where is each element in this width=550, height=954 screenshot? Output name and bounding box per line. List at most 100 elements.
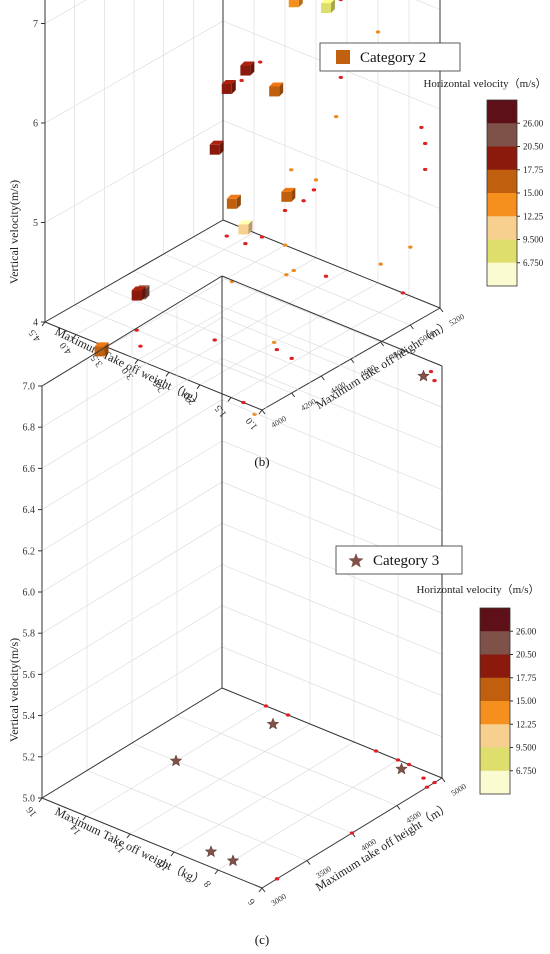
wall-projection bbox=[301, 199, 306, 203]
floor-projection bbox=[284, 273, 289, 277]
axis-edge bbox=[41, 275, 223, 387]
data-point bbox=[320, 3, 331, 14]
wall-projection bbox=[313, 178, 319, 182]
data-point-cube-top bbox=[320, 0, 335, 4]
floor-projection bbox=[212, 338, 217, 342]
data-point bbox=[269, 86, 280, 97]
wall-projection bbox=[375, 30, 381, 34]
colorbar-tick-label: 17.75 bbox=[523, 165, 544, 175]
colorbar-title: Horizontal velocity（m/s） bbox=[416, 583, 539, 596]
z-axis-title: Vertical velocity(m/s) bbox=[7, 180, 21, 284]
x-tick-label: 6 bbox=[246, 896, 258, 907]
y-tick-mark bbox=[441, 777, 446, 783]
wall-projection bbox=[422, 141, 428, 146]
floor-projection bbox=[224, 234, 229, 238]
legend-box bbox=[335, 545, 463, 575]
x-tick-label: 1.5 bbox=[213, 403, 229, 420]
legend: Category 3 bbox=[335, 545, 463, 575]
colorbar-swatch bbox=[480, 631, 510, 655]
wall-projection bbox=[432, 379, 437, 383]
wall-grid-z bbox=[41, 605, 443, 716]
floor-grid-y bbox=[163, 253, 381, 343]
z-tick-label: 7 bbox=[33, 19, 38, 30]
chart-panel-c: 6810121416300035004000450050005.05.25.45… bbox=[7, 275, 540, 908]
colorbar: Horizontal velocity（m/s） 26.00 20.50 17.75 1… bbox=[423, 77, 547, 287]
wall-projection bbox=[239, 78, 244, 83]
y-tick-mark bbox=[409, 324, 414, 330]
axis-edge bbox=[44, 219, 224, 323]
data-point bbox=[238, 224, 249, 235]
y-tick-mark bbox=[439, 307, 444, 313]
floor-grid-y bbox=[104, 287, 322, 377]
y-tick-mark bbox=[306, 860, 311, 865]
colorbar-swatch bbox=[487, 193, 517, 217]
legend: Category 2 bbox=[319, 42, 461, 72]
data-point-cube-top bbox=[238, 220, 253, 225]
data-point bbox=[226, 854, 240, 867]
x-tick-label: 8 bbox=[202, 878, 214, 889]
z-tick-label: 4 bbox=[33, 318, 38, 329]
legend-label: Category 3 bbox=[373, 553, 439, 569]
data-point bbox=[240, 65, 251, 76]
data-point-cube-top bbox=[209, 140, 224, 145]
x-tick-mark bbox=[258, 887, 263, 893]
x-tick-mark bbox=[196, 384, 201, 390]
colorbar-swatch bbox=[487, 169, 517, 194]
wall-projection bbox=[424, 785, 430, 789]
z-tick-label: 6.8 bbox=[23, 423, 36, 434]
wall-projection bbox=[428, 369, 434, 374]
x-tick-label: 1.0 bbox=[244, 415, 260, 432]
colorbar-tick-label: 26.00 bbox=[516, 626, 537, 636]
axis-edge bbox=[41, 687, 223, 799]
data-point bbox=[226, 198, 237, 209]
y-tick-mark bbox=[380, 341, 385, 347]
x-axis-title: Maximum Take off weight（kg） bbox=[53, 324, 207, 409]
x-tick-mark bbox=[41, 321, 46, 327]
floor-projection bbox=[323, 274, 329, 278]
data-point-cube-side bbox=[291, 187, 296, 202]
colorbar-tick-label: 6.750 bbox=[516, 766, 537, 776]
data-point bbox=[131, 290, 142, 301]
x-tick-mark bbox=[214, 869, 219, 875]
colorbar-swatch bbox=[480, 677, 510, 702]
wall-projection bbox=[274, 877, 280, 881]
floor-grid-y bbox=[193, 236, 411, 326]
wall-projection bbox=[349, 831, 355, 835]
wall-projection bbox=[333, 114, 339, 119]
x-tick-mark bbox=[126, 833, 131, 839]
colorbar-tick-label: 15.00 bbox=[523, 188, 544, 198]
x-tick-mark bbox=[227, 397, 232, 402]
colorbar-tick-label: 6.750 bbox=[523, 258, 544, 268]
legend-label: Category 2 bbox=[360, 50, 426, 66]
floor-grid-y bbox=[176, 715, 398, 806]
colorbar-swatch bbox=[487, 262, 517, 287]
colorbar-tick-label: 9.500 bbox=[516, 743, 537, 753]
data-point bbox=[266, 717, 280, 730]
chart-panel-b: 1.01.52.02.53.03.54.04.54000420044004600… bbox=[7, 0, 547, 432]
floor-projection bbox=[291, 268, 296, 273]
y-tick-mark bbox=[261, 887, 266, 893]
wall-projection bbox=[258, 60, 263, 64]
axis-frame bbox=[41, 0, 444, 415]
wall-projection bbox=[259, 235, 265, 239]
data-point-cube-side bbox=[236, 194, 241, 209]
wall-projection bbox=[289, 356, 294, 360]
z-tick-label: 6.2 bbox=[23, 546, 36, 557]
z-tick-label: 5.8 bbox=[23, 629, 36, 640]
z-tick-label: 6.0 bbox=[23, 588, 36, 599]
wall-projection bbox=[373, 749, 379, 753]
x-tick-mark bbox=[82, 815, 87, 821]
axis-edge bbox=[221, 687, 443, 779]
colorbar: Horizontal velocity（m/s） 26.00 20.50 17.75 1… bbox=[416, 583, 540, 795]
caption-b: (b) bbox=[254, 454, 269, 469]
wall-projection bbox=[406, 762, 412, 767]
y-axis-title: Maximum take off height（m） bbox=[313, 317, 453, 412]
data-point-cube-side bbox=[250, 61, 255, 76]
data-point bbox=[221, 83, 232, 94]
floor-projection bbox=[271, 340, 277, 344]
floor-projection bbox=[421, 776, 426, 780]
wall-projection bbox=[282, 208, 288, 213]
floor-projection bbox=[400, 291, 405, 295]
data-points bbox=[94, 0, 428, 416]
data-point bbox=[169, 754, 183, 767]
